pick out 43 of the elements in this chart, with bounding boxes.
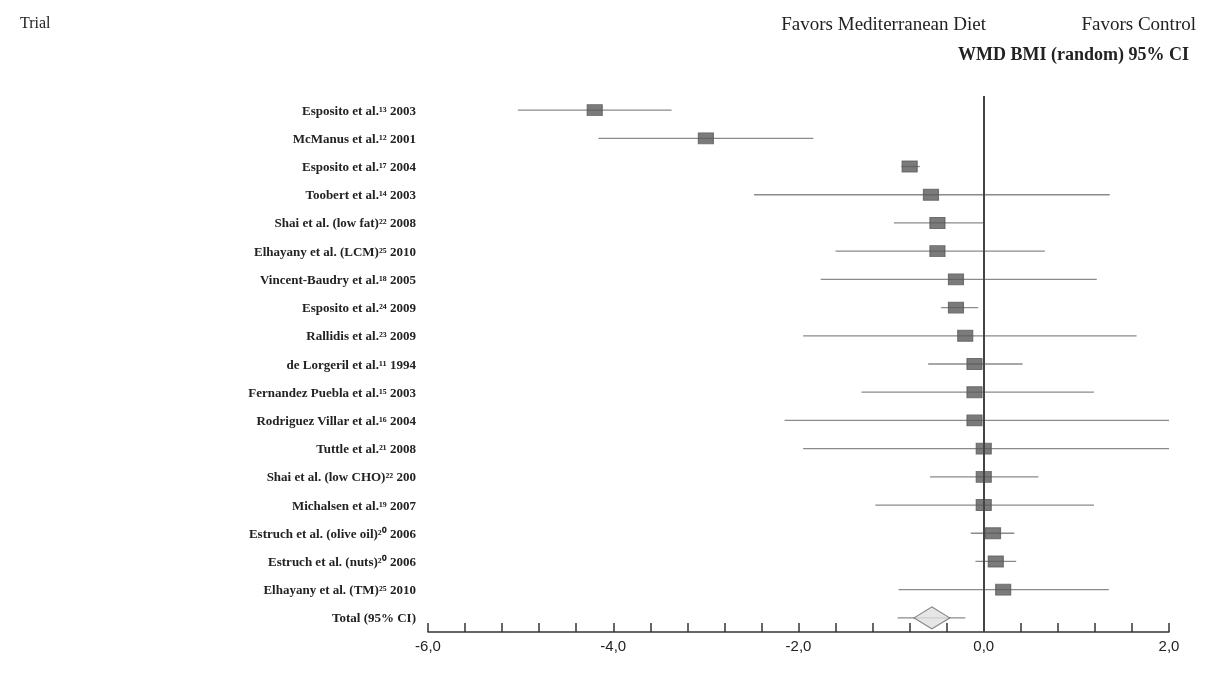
text: Favors Mediterranean Diet <box>781 13 987 34</box>
text: Trial <box>20 13 52 31</box>
x-tick-label: -6,0 <box>415 637 441 654</box>
point <box>901 160 918 173</box>
point <box>947 273 964 286</box>
point <box>947 301 964 314</box>
y-tick-label: Michalsen et al.¹⁹ 2007 <box>291 497 417 513</box>
x-tick-label: 0,0 <box>973 637 995 654</box>
point <box>995 583 1012 596</box>
point <box>929 245 946 258</box>
chart-title: WMD BMI (random) 95% CI <box>958 44 1190 65</box>
y-tick-label: de Lorgeril et al.¹¹ 1994 <box>286 356 417 372</box>
y-tick-label: Shai et al. (low fat)²² 2008 <box>274 215 417 231</box>
y-tick-label: Vincent-Baudry et al.¹⁸ 2005 <box>259 271 417 287</box>
point <box>966 358 983 370</box>
point <box>957 329 974 342</box>
point <box>697 132 714 145</box>
y-tick-label: Elhayany et al. (LCM)²⁵ 2010 <box>254 243 416 259</box>
y-tick-label: Estruch et al. (nuts)²⁰ 2006 <box>268 553 417 569</box>
y-tick-label: Esposito et al.¹⁷ 2004 <box>302 159 417 175</box>
point <box>929 216 946 229</box>
y-tick-label: Toobert et al.¹⁴ 2003 <box>305 187 417 203</box>
y-tick-label: Shai et al. (low CHO)²² 200 <box>266 469 416 485</box>
x-tick-label: 2,0 <box>1158 637 1180 654</box>
point <box>966 386 983 399</box>
y-tick-label: Fernandez Puebla et al.¹⁵ 2003 <box>248 384 417 400</box>
y-tick-label: Tuttle et al.²¹ 2008 <box>316 441 417 457</box>
point <box>985 527 1002 540</box>
y-tick-label: Esposito et al.¹³ 2003 <box>302 102 417 118</box>
point <box>987 555 1004 568</box>
y-tick-label: Elhayany et al. (TM)²⁵ 2010 <box>263 582 416 598</box>
x-tick-label: -2,0 <box>785 637 812 654</box>
x-tick-label: -4,0 <box>600 637 627 654</box>
y-tick-label: McManus et al.¹² 2001 <box>292 130 416 146</box>
y-tick-label: Rodriguez Villar et al.¹⁶ 2004 <box>256 412 417 428</box>
point <box>966 414 983 427</box>
point <box>922 188 939 201</box>
point <box>586 104 603 117</box>
text: Favors Control <box>1081 13 1196 34</box>
y-tick-label: Total (95% CI) <box>331 610 416 626</box>
y-tick-label: Estruch et al. (olive oil)²⁰ 2006 <box>248 525 417 541</box>
y-tick-label: Esposito et al.²⁴ 2009 <box>302 300 417 316</box>
y-tick-label: Rallidis et al.²³ 2009 <box>306 328 417 344</box>
